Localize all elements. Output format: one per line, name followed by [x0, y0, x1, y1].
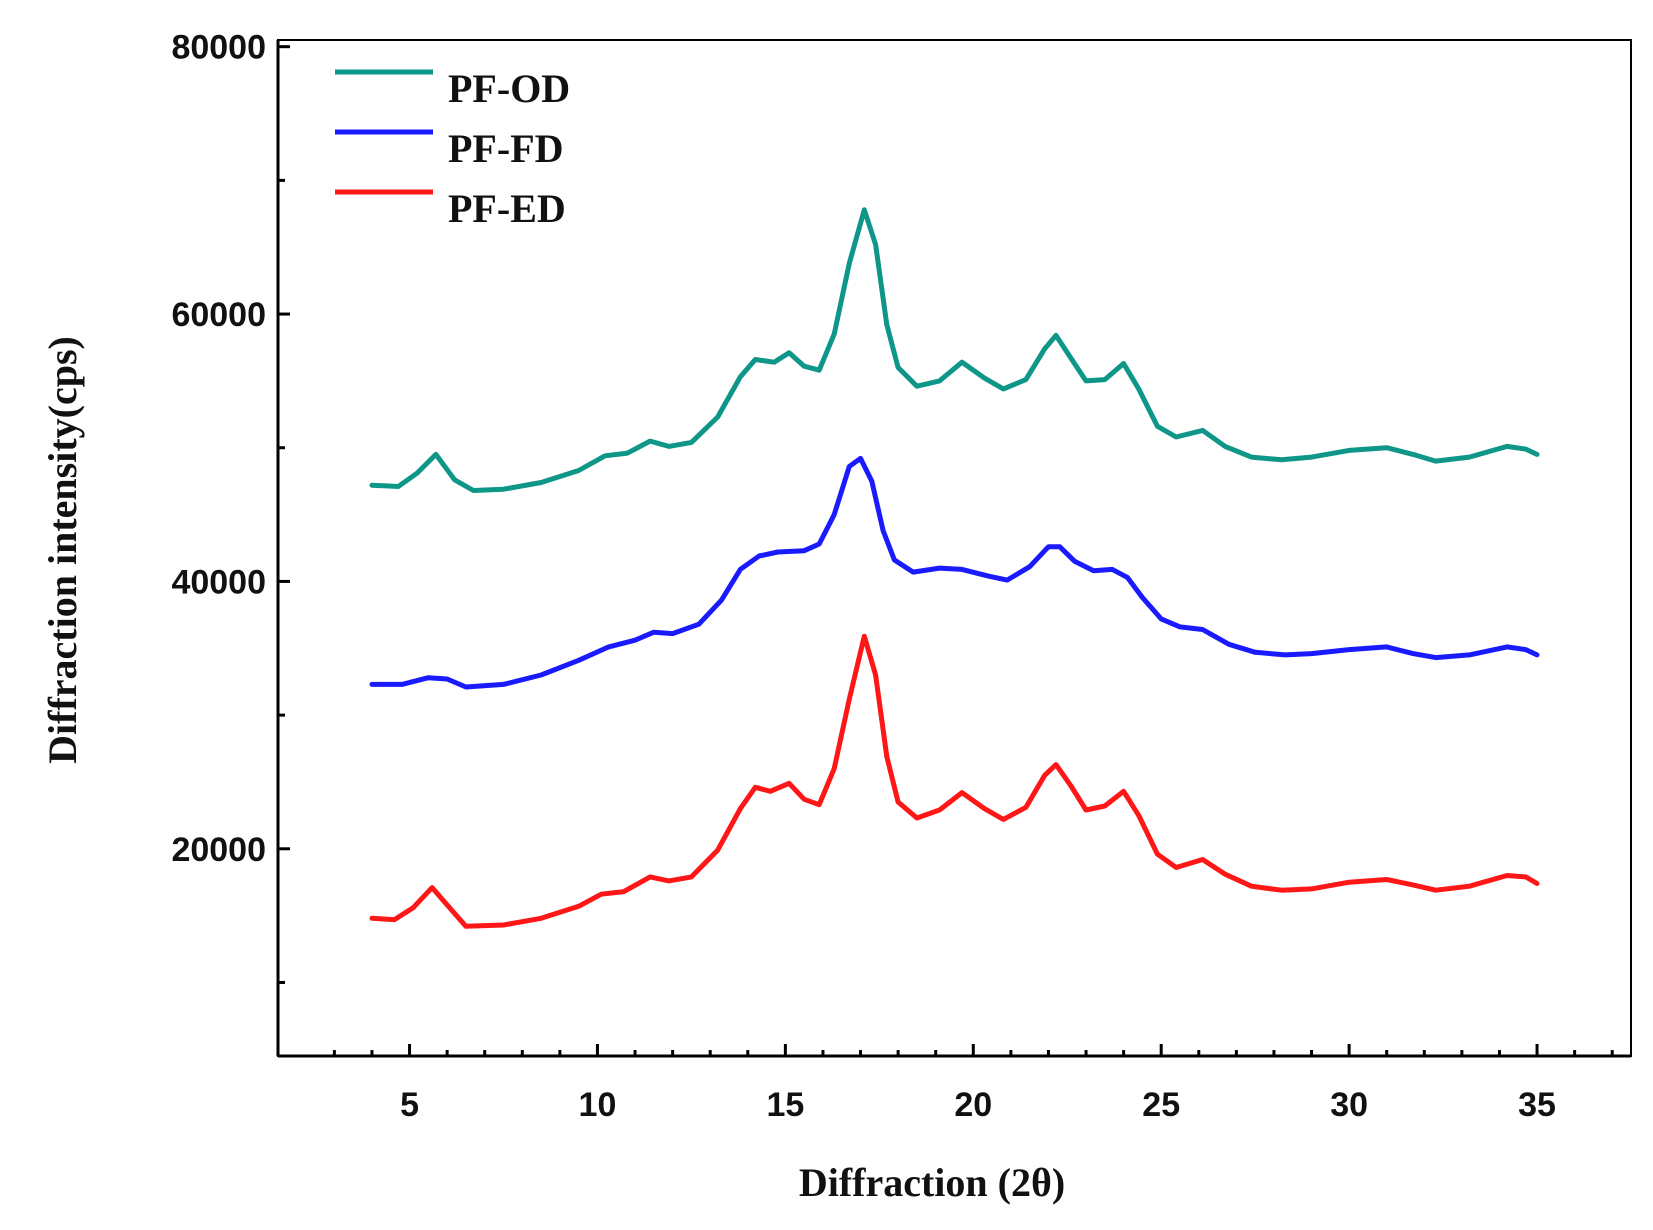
legend-item-pf-fd: PF-FD [335, 126, 564, 171]
legend: PF-OD PF-FD PF-ED [335, 66, 570, 231]
series-lines [369, 207, 1540, 929]
x-tick-label: 20 [954, 1086, 992, 1124]
x-tick-label: 15 [766, 1086, 804, 1124]
x-axis-title: Diffraction (2θ) [799, 1160, 1065, 1205]
y-tick-label: 20000 [171, 831, 266, 869]
series-line-pf-fd [369, 455, 1540, 690]
y-tick-label: 40000 [171, 563, 266, 601]
y-axis-title: Diffraction intensity(cps) [40, 336, 85, 764]
legend-item-pf-ed: PF-ED [335, 186, 566, 231]
x-tick-label: 30 [1330, 1086, 1368, 1124]
legend-item-pf-od: PF-OD [335, 66, 570, 111]
x-tick-label: 25 [1142, 1086, 1180, 1124]
y-axis-ticks: 20000 40000 60000 80000 [171, 29, 290, 984]
x-axis-ticks: 5 10 15 20 25 30 35 [332, 1044, 1614, 1124]
x-tick-label: 10 [579, 1086, 617, 1124]
series-line-pf-od [369, 207, 1540, 493]
x-tick-label: 35 [1518, 1086, 1556, 1124]
series-line-pf-ed [369, 633, 1540, 929]
legend-label-pf-od: PF-OD [448, 66, 570, 111]
y-tick-label: 60000 [171, 296, 266, 334]
x-tick-label: 5 [400, 1086, 419, 1124]
legend-label-pf-ed: PF-ED [448, 186, 566, 231]
legend-label-pf-fd: PF-FD [448, 126, 564, 171]
y-tick-label: 80000 [171, 29, 266, 67]
